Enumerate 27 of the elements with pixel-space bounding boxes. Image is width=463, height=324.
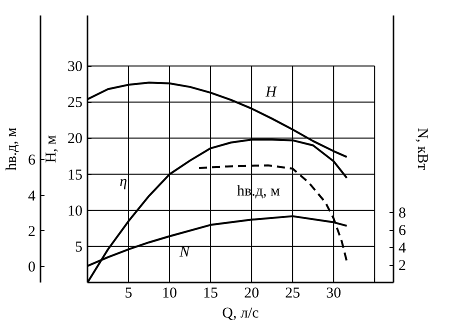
y-tick-label: 10 [68, 203, 82, 220]
y3-axis-title: hв.д, м [4, 127, 20, 170]
x-tick-label: 30 [326, 286, 342, 302]
y-tick-label: 25 [68, 95, 82, 112]
y2-tick-label: 2 [398, 258, 406, 274]
y3-tick-label: 4 [28, 188, 36, 204]
x-axis-title: Q, л/с [222, 306, 260, 322]
y-tick-label: 5 [75, 239, 82, 256]
y3-tick-label: 2 [28, 224, 36, 240]
x-tick-label: 25 [285, 286, 300, 302]
y3-tick-label: 0 [28, 259, 36, 276]
y2-tick-label: 6 [398, 223, 406, 240]
y3-tick-label: 6 [28, 152, 36, 169]
x-tick-label: 15 [203, 286, 218, 302]
x-tick-label: 5 [124, 286, 132, 302]
x-tick-label: 20 [244, 286, 260, 302]
y2-axis-title: N, кВт [414, 128, 430, 171]
y2-tick-label: 8 [398, 206, 406, 222]
y-tick-label: 30 [68, 59, 82, 76]
y-tick-label: 20 [68, 131, 82, 148]
series-label: η [120, 174, 128, 190]
y-tick-label: 15 [68, 167, 82, 184]
x-tick-label: 10 [162, 286, 178, 302]
y2-tick-label: 4 [398, 240, 406, 257]
y-axis-title: H, м [44, 134, 60, 163]
series-label: N [178, 244, 191, 260]
series-label: H [264, 84, 278, 101]
